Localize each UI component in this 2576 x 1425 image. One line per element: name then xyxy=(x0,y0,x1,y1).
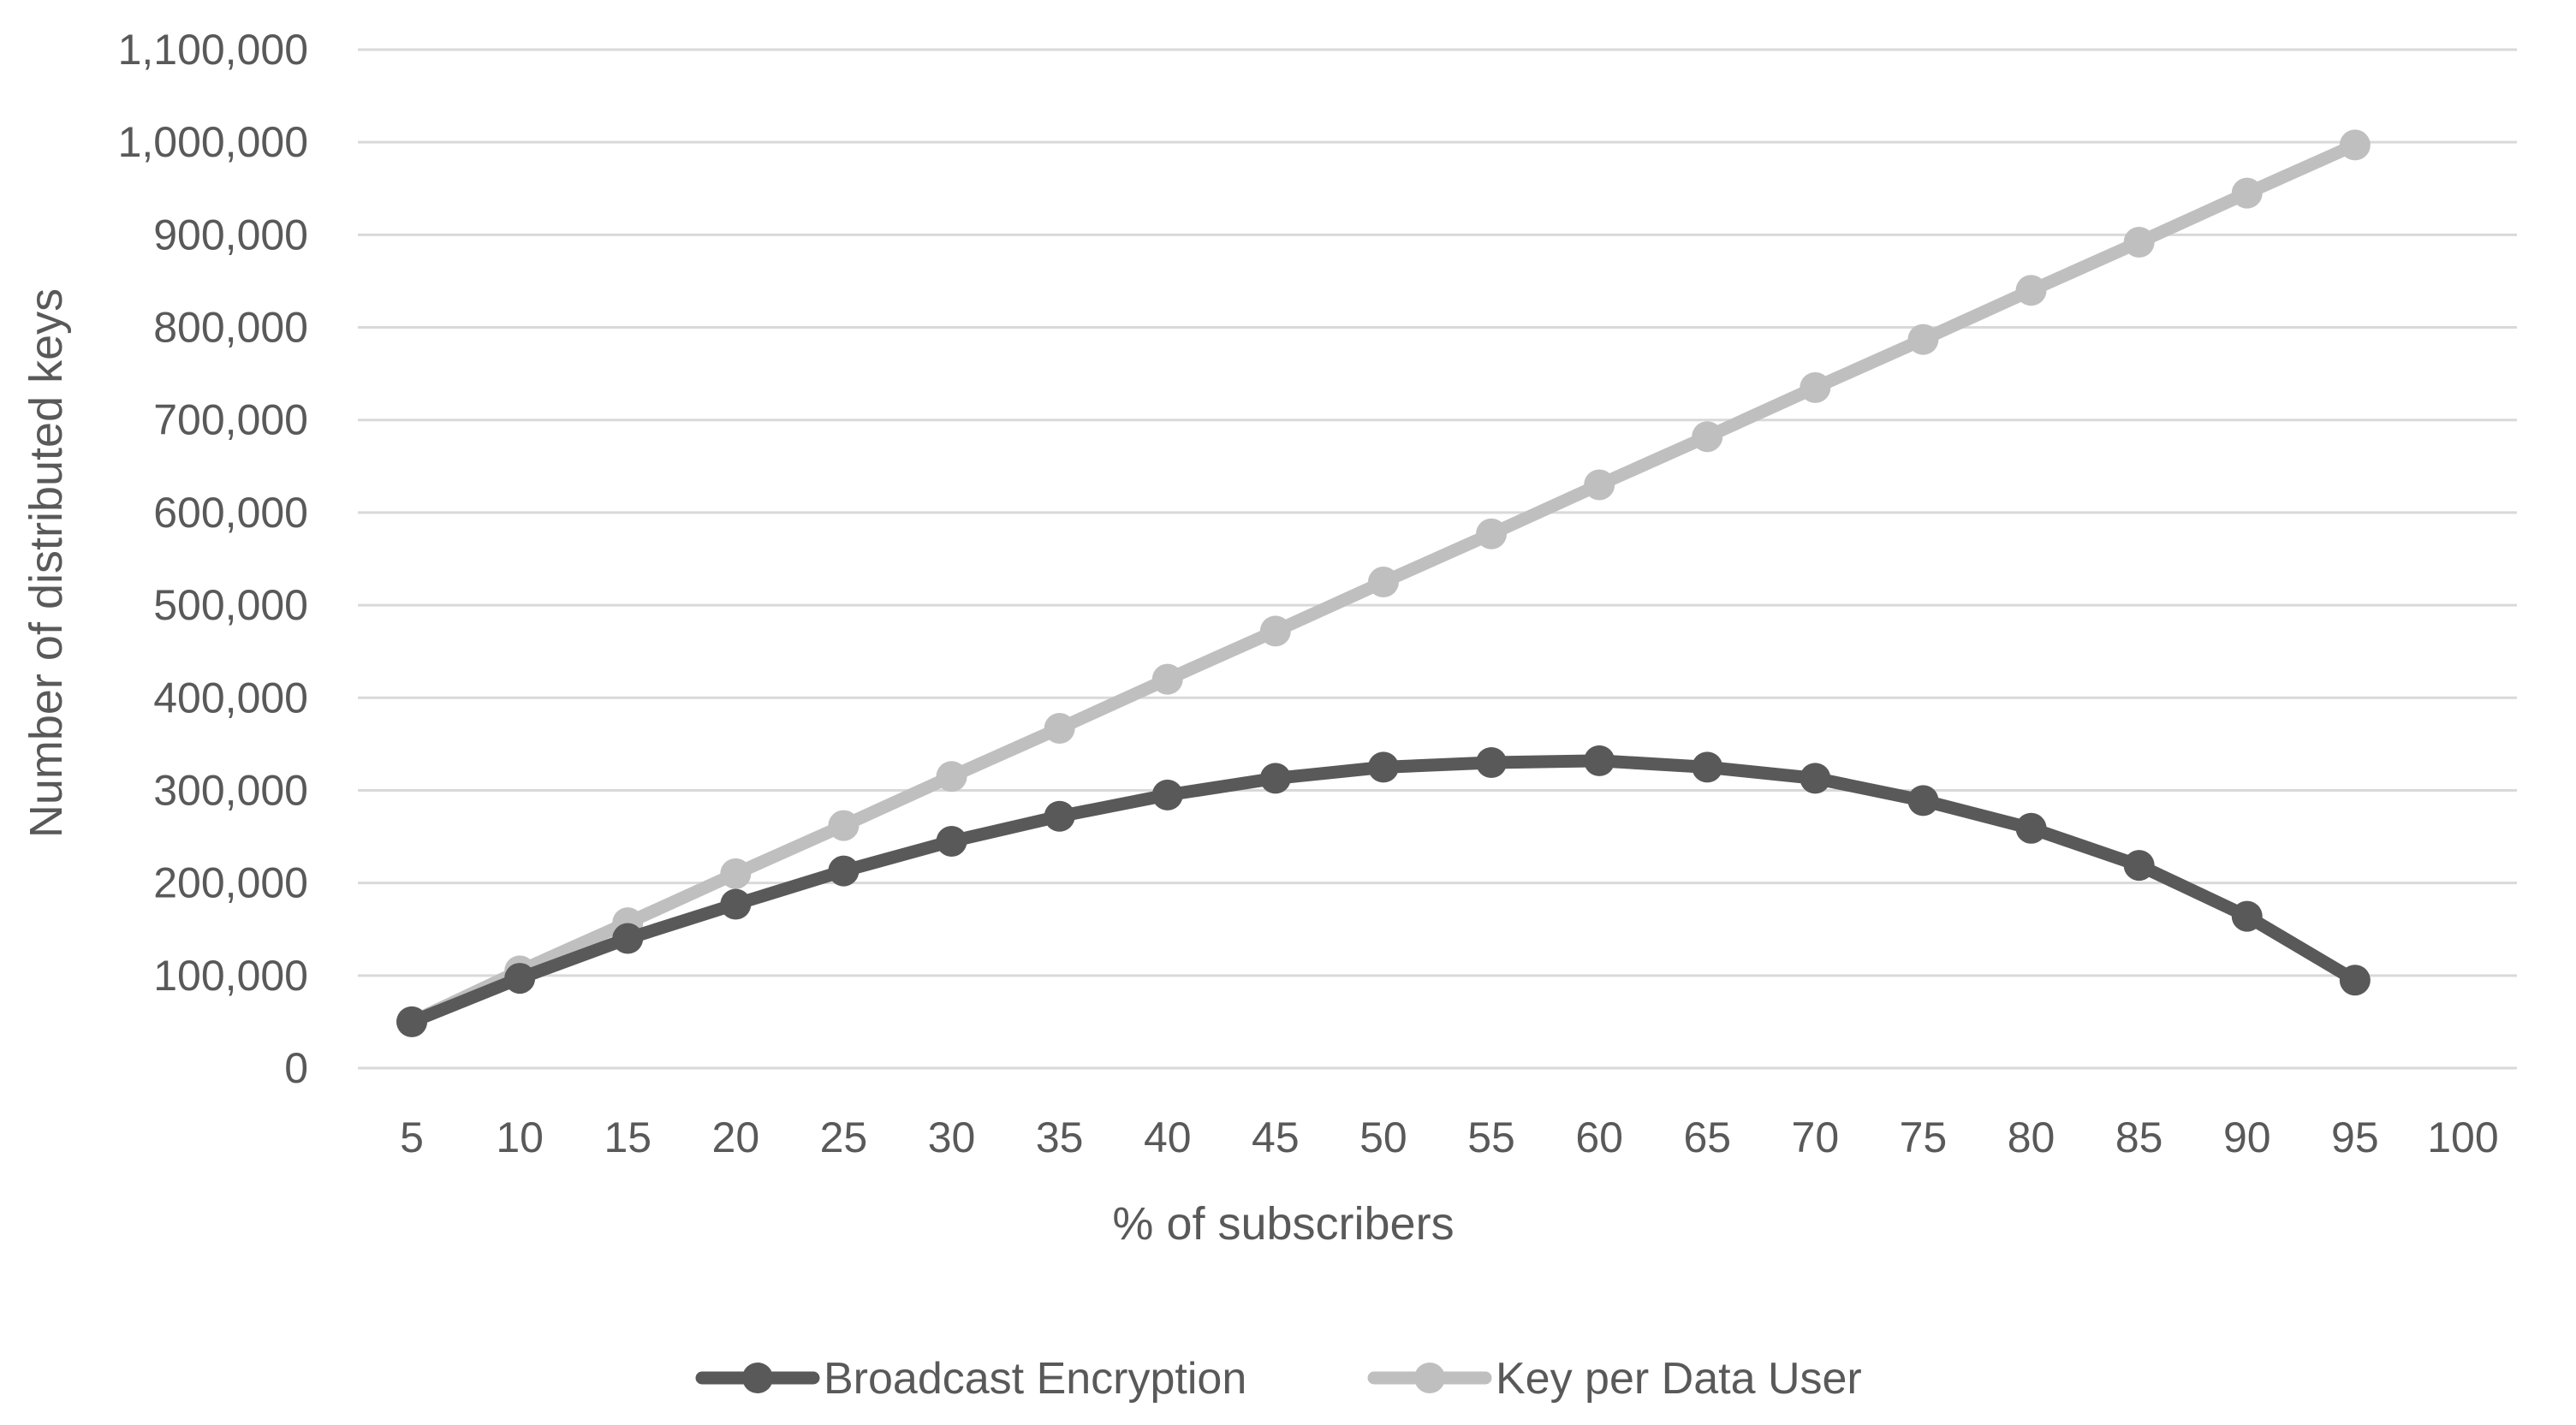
y-tick-label: 800,000 xyxy=(153,304,308,352)
data-point[interactable] xyxy=(1692,751,1723,783)
data-point[interactable] xyxy=(828,810,860,841)
x-tick-label: 15 xyxy=(604,1113,651,1161)
legend-item-key-per-data-user[interactable]: Key per Data User xyxy=(1367,1354,1862,1404)
data-point[interactable] xyxy=(828,855,860,887)
y-tick-label: 900,000 xyxy=(153,211,308,258)
legend-swatch-marker xyxy=(1414,1363,1445,1393)
data-point[interactable] xyxy=(1151,663,1183,695)
x-tick-label: 5 xyxy=(400,1113,424,1161)
y-tick-label: 1,100,000 xyxy=(118,26,308,74)
y-tick-label: 500,000 xyxy=(153,581,308,629)
data-point[interactable] xyxy=(2015,275,2047,306)
data-point[interactable] xyxy=(1476,518,1508,549)
x-tick-label: 70 xyxy=(1792,1113,1840,1161)
data-point[interactable] xyxy=(1584,745,1615,776)
legend-swatch-marker xyxy=(742,1363,773,1393)
data-point[interactable] xyxy=(1259,615,1291,647)
data-point[interactable] xyxy=(1584,469,1615,501)
x-tick-label: 30 xyxy=(928,1113,976,1161)
y-tick-label: 700,000 xyxy=(153,396,308,444)
legend-item-broadcast-encryption[interactable]: Broadcast Encryption xyxy=(695,1354,1246,1404)
data-point[interactable] xyxy=(720,858,752,889)
x-tick-label: 90 xyxy=(2223,1113,2271,1161)
x-tick-label: 60 xyxy=(1575,1113,1623,1161)
data-point[interactable] xyxy=(720,888,752,920)
x-tick-label: 95 xyxy=(2331,1113,2379,1161)
x-tick-label: 85 xyxy=(2115,1113,2163,1161)
x-tick-label: 40 xyxy=(1144,1113,1192,1161)
x-tick-label: 25 xyxy=(820,1113,868,1161)
data-point[interactable] xyxy=(396,1006,428,1037)
x-tick-label: 80 xyxy=(2008,1113,2055,1161)
data-point[interactable] xyxy=(1800,371,1831,403)
y-tick-label: 0 xyxy=(284,1044,308,1092)
data-point[interactable] xyxy=(1907,785,1939,816)
data-point[interactable] xyxy=(2015,812,2047,844)
data-point[interactable] xyxy=(2231,177,2263,209)
legend: Broadcast Encryption Key per Data User xyxy=(695,1354,1862,1404)
data-point[interactable] xyxy=(936,761,967,793)
x-tick-label: 50 xyxy=(1359,1113,1407,1161)
x-tick-label: 20 xyxy=(712,1113,760,1161)
y-axis-ticks: 0 100,000 200,000 300,000 400,000 500,000 600,… xyxy=(118,26,308,1092)
y-tick-label: 100,000 xyxy=(153,952,308,1000)
legend-label: Broadcast Encryption xyxy=(824,1354,1246,1404)
data-point[interactable] xyxy=(1367,567,1399,598)
x-tick-label: 100 xyxy=(2427,1113,2498,1161)
data-point[interactable] xyxy=(612,923,644,954)
data-point[interactable] xyxy=(2123,227,2155,258)
x-tick-label: 75 xyxy=(1900,1113,1948,1161)
x-tick-label: 10 xyxy=(496,1113,544,1161)
y-axis-title: Number of distributed keys xyxy=(21,288,72,838)
x-tick-label: 45 xyxy=(1252,1113,1300,1161)
data-point[interactable] xyxy=(1800,763,1831,794)
data-point[interactable] xyxy=(1367,751,1399,783)
x-tick-label: 65 xyxy=(1683,1113,1731,1161)
y-tick-label: 400,000 xyxy=(153,674,308,721)
y-tick-label: 200,000 xyxy=(153,859,308,907)
x-tick-label: 55 xyxy=(1467,1113,1515,1161)
data-point[interactable] xyxy=(1044,712,1075,744)
data-point[interactable] xyxy=(2339,129,2371,161)
data-point[interactable] xyxy=(1151,779,1183,810)
data-point[interactable] xyxy=(2339,965,2371,996)
series xyxy=(396,129,2371,1037)
data-point[interactable] xyxy=(1476,747,1508,778)
data-point[interactable] xyxy=(1259,763,1291,794)
x-tick-label: 35 xyxy=(1036,1113,1084,1161)
y-tick-label: 300,000 xyxy=(153,766,308,814)
legend-label: Key per Data User xyxy=(1496,1354,1862,1404)
data-point[interactable] xyxy=(1907,324,1939,355)
y-tick-label: 1,000,000 xyxy=(118,118,308,166)
data-point[interactable] xyxy=(2231,900,2263,932)
data-point[interactable] xyxy=(504,963,536,995)
x-axis-ticks: 5 10 15 20 25 30 35 40 45 50 55 60 65 70 75 80 85 90 95 100 xyxy=(400,1113,2499,1161)
data-point[interactable] xyxy=(2123,850,2155,882)
y-tick-label: 600,000 xyxy=(153,489,308,537)
data-point[interactable] xyxy=(1692,421,1723,453)
x-axis-title: % of subscribers xyxy=(1112,1198,1454,1250)
data-point[interactable] xyxy=(1044,800,1075,832)
data-point[interactable] xyxy=(936,825,967,857)
